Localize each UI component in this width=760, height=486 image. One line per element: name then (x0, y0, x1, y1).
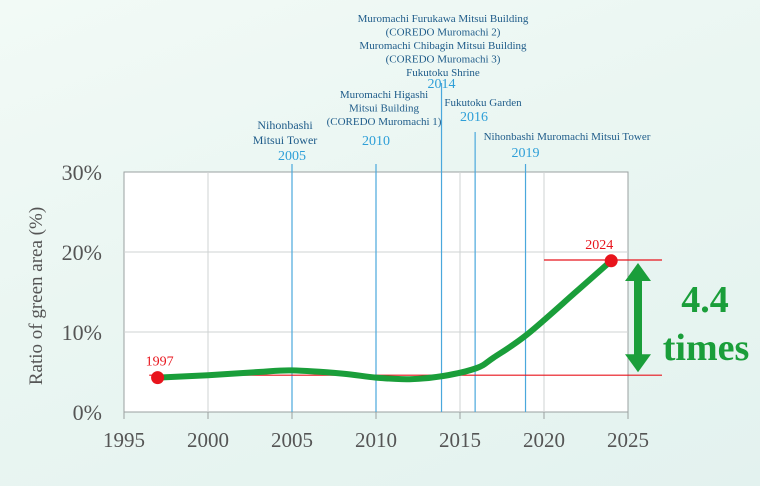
y-axis: 0% 10% 20% 30% (62, 160, 102, 425)
y-axis-label: Ratio of green area (%) (26, 207, 47, 385)
annotation-text: Muromachi Furukawa Mitsui Building (358, 13, 529, 25)
x-tick-label: 2010 (355, 428, 397, 452)
data-point-label: 1997 (146, 355, 174, 370)
x-tick-label: 2025 (607, 428, 649, 452)
event-lines (291, 83, 527, 412)
x-tick-label: 2015 (439, 428, 481, 452)
annotation-text: (COREDO Muromachi 2) (386, 27, 501, 39)
x-tick-label: 2005 (271, 428, 313, 452)
y-tick-label: 10% (62, 320, 102, 345)
y-tick-label: 0% (73, 400, 102, 425)
annotation-year: 2016 (460, 110, 488, 125)
callout-value: 4.4 (681, 279, 729, 321)
annotation-text: (COREDO Muromachi 1) (327, 116, 442, 128)
data-point (604, 254, 618, 268)
callout-unit: times (663, 327, 750, 369)
ratio-callout: 4.4 times (625, 263, 750, 373)
annotation-year: 2005 (278, 149, 306, 164)
data-point (151, 371, 165, 385)
annotation-text: Fukutoku Shrine (406, 67, 480, 79)
callout-arrow-head-down (625, 354, 651, 373)
series-line (154, 257, 615, 383)
x-tick-label: 2000 (187, 428, 229, 452)
series-layer (154, 257, 615, 383)
y-tick-label: 20% (62, 240, 102, 265)
x-tick-label: 1995 (103, 428, 145, 452)
callout-arrow-head-up (625, 263, 651, 281)
annotation-year: 2010 (362, 134, 390, 149)
annotation-text: Fukutoku Garden (444, 97, 522, 109)
y-tick-label: 30% (62, 160, 102, 185)
annotation-year: 2019 (512, 146, 540, 161)
x-axis: 1995 2000 2005 2010 2015 2020 2025 (103, 412, 649, 452)
annotation-year: 2014 (428, 77, 456, 92)
annotation-text: Nihonbashi Muromachi Mitsui Tower (484, 131, 651, 143)
annotation-text: Nihonbashi (257, 118, 313, 132)
annotation-text: (COREDO Muromachi 3) (386, 54, 501, 66)
annotation-text: Muromachi Chibagin Mitsui Building (359, 40, 527, 52)
annotation-text: Muromachi Higashi (340, 89, 428, 101)
x-tick-label: 2020 (523, 428, 565, 452)
annotation-text: Mitsui Building (349, 103, 419, 115)
data-point-label: 2024 (585, 238, 613, 253)
point-layer: 1997 2024 (146, 238, 618, 385)
annotation-text: Mitsui Tower (253, 133, 318, 147)
